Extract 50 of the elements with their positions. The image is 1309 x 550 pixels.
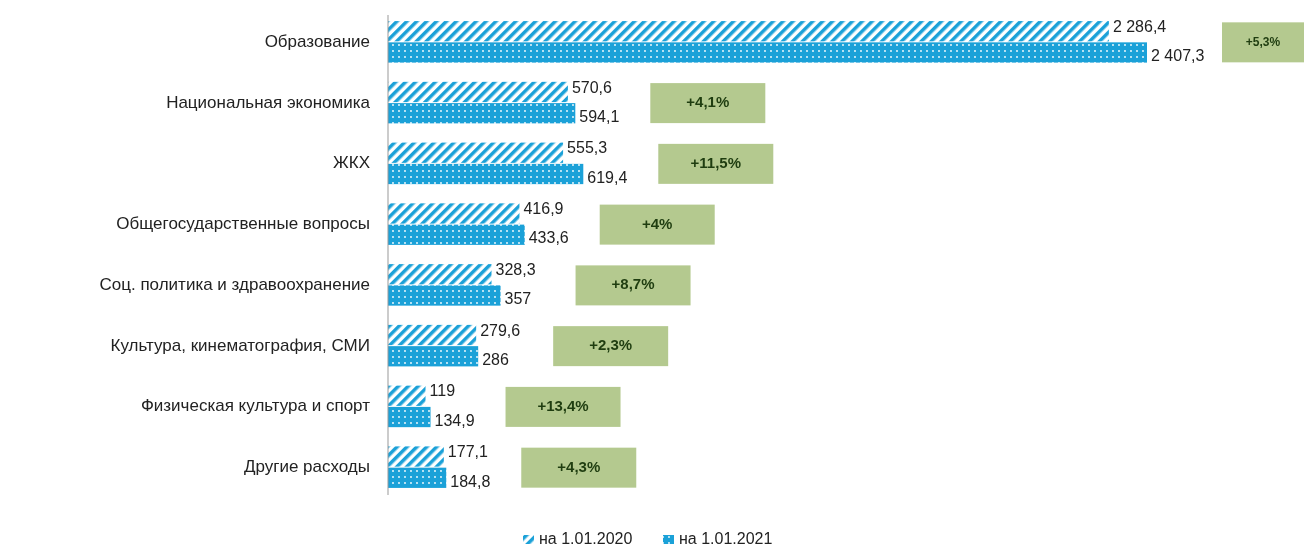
data-label: 2 407,3 <box>1151 47 1205 65</box>
bar <box>388 467 447 488</box>
data-label: 177,1 <box>447 443 488 461</box>
bar <box>388 163 584 185</box>
data-label: 570,6 <box>571 78 613 96</box>
legend-label: на 1.01.2021 <box>679 530 773 548</box>
data-label: 357 <box>504 290 532 308</box>
y-tick-label: Образование <box>264 31 370 51</box>
data-label: 328,3 <box>495 260 536 278</box>
bar <box>388 103 576 124</box>
text: +5,3% <box>1245 34 1281 49</box>
y-tick-label: ЖКХ <box>333 153 370 173</box>
data-label: 286 <box>482 350 509 369</box>
bar <box>388 346 479 367</box>
bar <box>388 264 492 285</box>
bar <box>388 285 501 306</box>
bar <box>388 21 1109 42</box>
y-tick-label: Соц. политика и здравоохранение <box>99 274 370 294</box>
data-label: 119 <box>429 382 456 400</box>
data-label: 416,9 <box>523 200 564 218</box>
y-tick-label: Национальная экономика <box>166 92 371 112</box>
bar <box>388 81 568 103</box>
annotation: +4% <box>641 214 673 232</box>
data-label: 433,6 <box>528 229 569 247</box>
bar <box>388 224 525 245</box>
annotation: +4,1% <box>686 93 730 111</box>
y-tick-label: Общегосударственные вопросы <box>116 214 370 234</box>
bar <box>388 324 477 346</box>
data-label: 279,6 <box>480 321 521 339</box>
bar <box>388 385 426 406</box>
legend-label: на 1.01.2020 <box>539 530 633 548</box>
data-label: 2 286,4 <box>1112 17 1167 35</box>
data-label: 555,3 <box>567 139 608 157</box>
bar <box>388 142 564 163</box>
bar <box>388 406 431 428</box>
annotation: +11,5% <box>690 153 742 171</box>
annotation: +8,7% <box>611 275 655 293</box>
annotation: +13,4% <box>537 396 589 414</box>
bar <box>388 42 1147 63</box>
annotation: +2,3% <box>589 336 633 354</box>
data-label: 594,1 <box>579 107 620 125</box>
y-tick-label: Физическая культура и спорт <box>140 396 371 416</box>
data-label: 619,4 <box>587 168 628 186</box>
y-tick-label: Другие расходы <box>243 457 370 477</box>
data-label: 184,8 <box>450 472 491 490</box>
annotation: +4,3% <box>557 457 601 475</box>
bar <box>388 203 520 224</box>
bar <box>388 446 444 467</box>
data-label: 134,9 <box>434 411 475 429</box>
y-tick-label: Культура, кинематография, СМИ <box>110 335 370 355</box>
